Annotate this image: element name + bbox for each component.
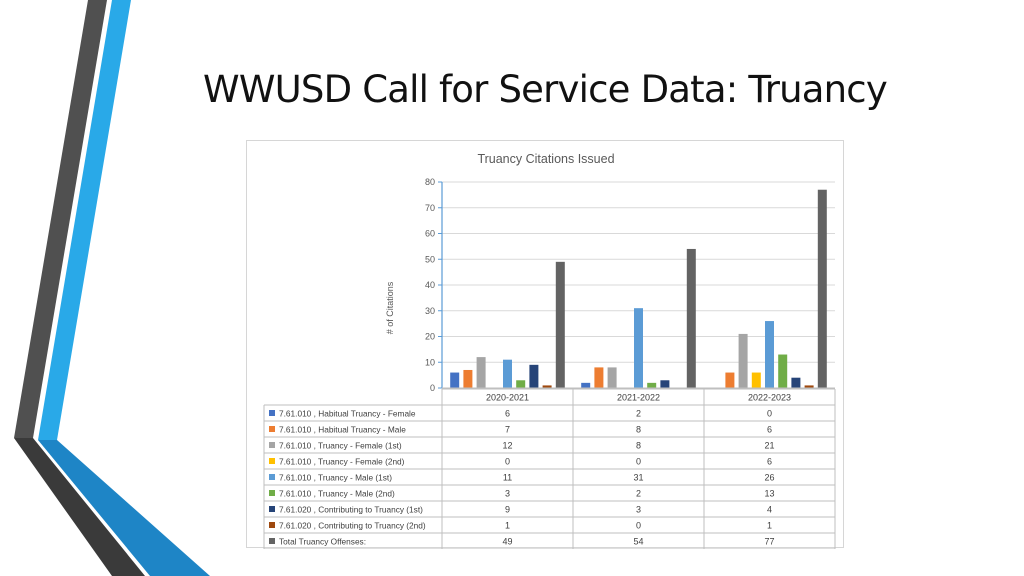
y-tick-label: 80 [425, 177, 435, 187]
legend-label: 7.61.010 , Truancy - Female (1st) [279, 441, 402, 451]
table-cell: 6 [505, 409, 510, 419]
x-category-label: 2022-2023 [748, 393, 791, 403]
x-category-label: 2021-2022 [617, 393, 660, 403]
bar [738, 333, 748, 388]
bar [778, 354, 788, 388]
y-tick-label: 20 [425, 332, 435, 342]
y-tick-label: 10 [425, 357, 435, 367]
legend-label: 7.61.020 , Contributing to Truancy (2nd) [279, 521, 426, 531]
slide-title: WWUSD Call for Service Data: Truancy [203, 68, 888, 111]
light-stripe [38, 0, 131, 440]
bar [791, 377, 801, 388]
bars [450, 189, 827, 388]
bar [581, 382, 591, 388]
legend-label: Total Truancy Offenses: [279, 537, 366, 547]
bar [542, 385, 552, 388]
bar [765, 321, 774, 388]
table-cell: 6 [767, 457, 772, 467]
table-cell: 7 [505, 425, 510, 435]
bar [751, 372, 761, 388]
bar [450, 372, 460, 388]
legend-key [269, 458, 275, 464]
axes: 0 10 20 30 40 50 60 70 80 [425, 177, 835, 393]
bottom-dark-wedge [14, 438, 145, 576]
y-tick-label: 50 [425, 254, 435, 264]
bar [634, 308, 643, 388]
bar [686, 248, 696, 388]
bar [607, 367, 617, 388]
legend-key [269, 538, 275, 544]
table-cell: 1 [767, 521, 772, 531]
bar [594, 367, 604, 388]
table-cell: 49 [502, 537, 512, 547]
dark-stripe [14, 0, 107, 438]
legend-label: 7.61.010 , Habitual Truancy - Male [279, 425, 406, 435]
x-category-label: 2020-2021 [486, 393, 529, 403]
table-cell: 6 [767, 425, 772, 435]
y-tick-label: 30 [425, 306, 435, 316]
table-cell: 77 [764, 537, 774, 547]
table-cell: 3 [505, 489, 510, 499]
bar [516, 380, 526, 388]
chart-title: Truancy Citations Issued [477, 152, 614, 166]
legend-key [269, 426, 275, 432]
table-cell: 2 [636, 489, 641, 499]
table-cell: 3 [636, 505, 641, 515]
bottom-blue-wedge [38, 440, 210, 576]
table-cell: 8 [636, 441, 641, 451]
table-cell: 13 [764, 489, 774, 499]
chart-panel: Truancy Citations Issued # of Citations … [246, 140, 844, 549]
legend-label: 7.61.010 , Truancy - Female (2nd) [279, 457, 405, 467]
y-tick-label: 40 [425, 280, 435, 290]
legend-label: 7.61.010 , Truancy - Male (1st) [279, 473, 392, 483]
y-axis-label: # of Citations [385, 281, 395, 334]
bar [804, 385, 814, 388]
table-cell: 9 [505, 505, 510, 515]
table-cell: 0 [767, 409, 772, 419]
bar [647, 382, 657, 388]
legend-label: 7.61.010 , Habitual Truancy - Female [279, 409, 416, 419]
bar [660, 380, 670, 388]
legend-key [269, 506, 275, 512]
bar [555, 261, 565, 388]
legend-key [269, 442, 275, 448]
table-cell: 54 [633, 537, 643, 547]
table-cell: 12 [502, 441, 512, 451]
truancy-chart: Truancy Citations Issued # of Citations … [263, 152, 836, 549]
legend-key [269, 522, 275, 528]
table-cell: 0 [636, 457, 641, 467]
bar [463, 369, 473, 388]
table-cell: 21 [764, 441, 774, 451]
y-tick-label: 60 [425, 229, 435, 239]
bar [725, 372, 735, 388]
bar [476, 357, 486, 388]
table-cell: 0 [505, 457, 510, 467]
table-cell: 2 [636, 409, 641, 419]
legend-key [269, 410, 275, 416]
data-table: 2020-2021 2021-2022 2022-2023 7.61.010 , Ha… [263, 388, 836, 549]
table-cell: 8 [636, 425, 641, 435]
table-cell: 0 [636, 521, 641, 531]
bar [529, 364, 539, 388]
legend-label: 7.61.020 , Contributing to Truancy (1st) [279, 505, 423, 515]
legend-key [269, 490, 275, 496]
legend-key [269, 474, 275, 480]
y-tick-label: 70 [425, 203, 435, 213]
legend-label: 7.61.010 , Truancy - Male (2nd) [279, 489, 395, 499]
table-cell: 4 [767, 505, 772, 515]
y-tick-label: 0 [430, 383, 435, 393]
table-cell: 1 [505, 521, 510, 531]
table-cell: 31 [633, 473, 643, 483]
bar [503, 359, 512, 388]
table-cell: 11 [503, 473, 512, 483]
table-cell: 26 [764, 473, 774, 483]
bar [817, 189, 827, 388]
